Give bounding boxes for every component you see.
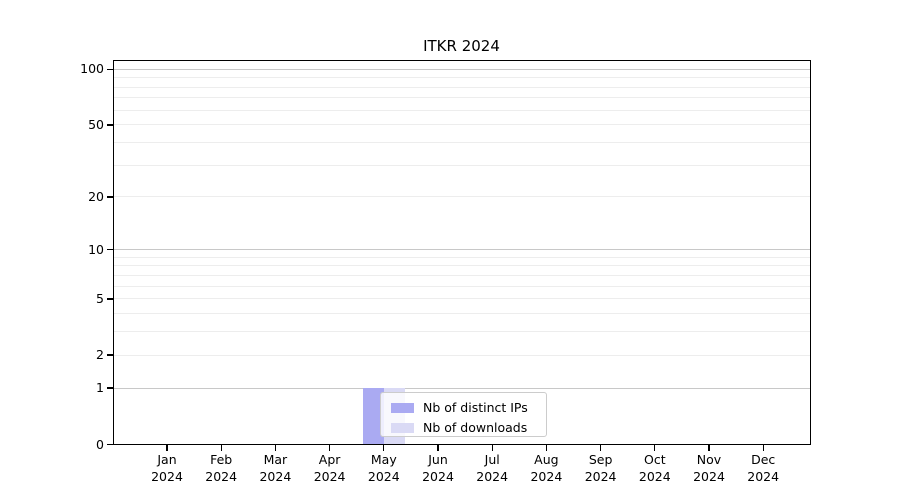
bar-nb-of-distinct-ips-may [362, 388, 384, 445]
x-tick-label: Jan 2024 [151, 452, 183, 484]
x-tick-mark [491, 444, 493, 451]
gridline-minor [112, 124, 811, 126]
y-tick-mark [106, 354, 113, 356]
gridline-minor [112, 298, 811, 300]
gridline-minor [112, 354, 811, 356]
y-tick-label: 50 [88, 116, 104, 132]
gridline-minor [112, 313, 811, 315]
x-tick-label: Jun 2024 [422, 452, 454, 484]
gridline-minor [112, 256, 811, 258]
x-tick-mark [762, 444, 764, 451]
gridline-minor [112, 274, 811, 276]
y-tick-label: 1 [96, 380, 104, 396]
x-tick-label: Jul 2024 [476, 452, 509, 484]
gridline-minor [112, 164, 811, 166]
x-tick-label: Mar 2024 [259, 452, 292, 484]
legend-swatch-distinct-ips [391, 403, 414, 413]
y-tick-mark [106, 248, 113, 251]
x-tick-mark [654, 444, 656, 451]
plot-area [112, 60, 811, 445]
gridline-minor [112, 265, 811, 267]
x-tick-label: Nov 2024 [693, 452, 725, 484]
legend-swatch-downloads [391, 423, 414, 433]
gridline-major [112, 387, 811, 389]
x-tick-label: Apr 2024 [313, 452, 346, 484]
x-tick-mark [437, 444, 439, 451]
y-tick-label: 10 [88, 241, 104, 257]
x-tick-mark [383, 444, 385, 451]
x-tick-label: May 2024 [367, 452, 400, 484]
x-tick-mark [708, 444, 710, 451]
x-tick-mark [328, 444, 331, 451]
x-tick-mark [274, 444, 277, 451]
y-tick-label: 2 [96, 347, 104, 363]
y-tick-mark [106, 387, 113, 389]
gridline-minor [112, 97, 811, 99]
gridline-minor [112, 77, 811, 79]
y-tick-mark [106, 298, 113, 300]
y-tick-label: 20 [88, 188, 104, 204]
legend-label-distinct-ips: Nb of distinct IPs [423, 400, 528, 415]
gridline-minor [112, 109, 811, 111]
y-tick-mark [106, 68, 113, 70]
y-tick-mark [106, 124, 113, 126]
legend-label-downloads: Nb of downloads [423, 420, 528, 435]
x-tick-label: Dec 2024 [747, 452, 780, 484]
y-tick-mark [106, 196, 113, 198]
y-tick-mark [106, 443, 113, 446]
x-tick-mark [599, 444, 602, 451]
legend-entry: Nb of distinct IPs [391, 399, 546, 417]
x-tick-label: Sep 2024 [584, 452, 617, 484]
gridline-minor [112, 86, 811, 88]
gridline-minor [112, 285, 811, 287]
legend-entry: Nb of downloads [391, 419, 546, 437]
y-tick-label: 5 [96, 290, 104, 306]
x-tick-label: Aug 2024 [530, 452, 563, 484]
x-tick-mark [545, 444, 548, 451]
gridline-minor [112, 142, 811, 144]
x-tick-label: Oct 2024 [638, 452, 671, 484]
gridline-minor [112, 196, 811, 198]
gridline-major [112, 68, 811, 70]
y-tick-label: 100 [80, 61, 104, 77]
x-tick-mark [166, 444, 168, 451]
chart-title: ITKR 2024 [423, 37, 500, 55]
x-tick-label: Feb 2024 [205, 452, 238, 484]
legend: Nb of distinct IPs Nb of downloads [380, 392, 547, 437]
y-tick-label: 0 [96, 436, 104, 452]
gridline-minor [112, 331, 811, 333]
x-tick-mark [220, 444, 222, 451]
gridline-major [112, 249, 811, 251]
